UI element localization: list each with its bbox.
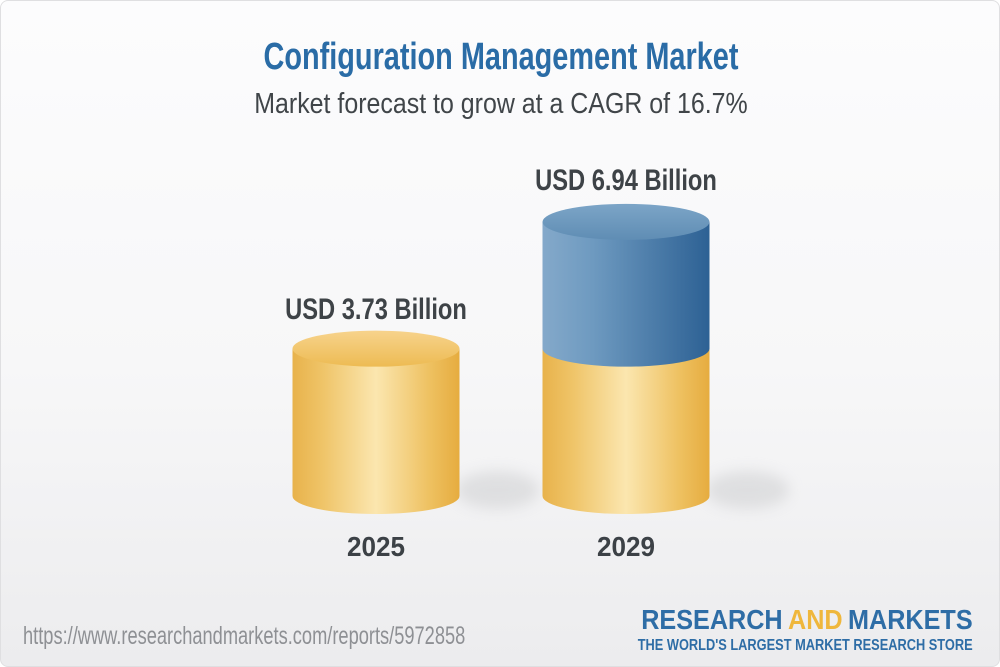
chart-title: Configuration Management Market [263, 36, 739, 78]
logo-word-research: RESEARCH [641, 604, 783, 635]
bar-value-label-2029: USD 6.94 Billion [535, 164, 717, 197]
cylinder-base-segment-2025 [292, 348, 460, 514]
logo-word-markets: MARKETS [848, 604, 973, 635]
logo-tagline: THE WORLD'S LARGEST MARKET RESEARCH STOR… [638, 637, 973, 654]
bar-value-label-2025: USD 3.73 Billion [285, 293, 467, 326]
logo-word-and: AND [788, 604, 843, 635]
cylinder-top-2025 [292, 330, 460, 367]
report-url: https://www.researchandmarkets.com/repor… [23, 622, 466, 650]
cylinder-growth-segment-2029 [542, 221, 710, 367]
bar-category-label-2029: 2029 [597, 531, 655, 562]
cylinder-shadow-2025 [455, 471, 540, 509]
logo-wordmark: RESEARCH AND MARKETS [596, 606, 973, 634]
cylinder-base-segment-2029 [542, 348, 710, 514]
cylinder-top-2029 [542, 203, 710, 240]
bar-category-label-2025: 2025 [347, 531, 405, 562]
cylinder-shadow-2029 [705, 471, 790, 509]
researchandmarkets-logo: RESEARCH AND MARKETS THE WORLD'S LARGEST M… [554, 606, 973, 655]
chart-subtitle: Market forecast to grow at a CAGR of 16.… [254, 88, 748, 120]
